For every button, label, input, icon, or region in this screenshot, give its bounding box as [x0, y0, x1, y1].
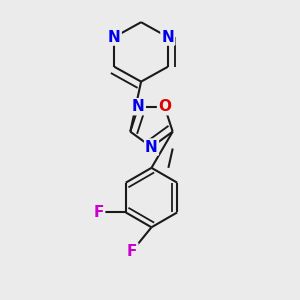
Text: N: N	[161, 30, 174, 45]
Text: N: N	[145, 140, 158, 154]
Text: N: N	[108, 30, 121, 45]
Text: O: O	[158, 99, 171, 114]
Text: F: F	[127, 244, 137, 259]
Text: N: N	[132, 99, 145, 114]
Text: F: F	[94, 205, 104, 220]
